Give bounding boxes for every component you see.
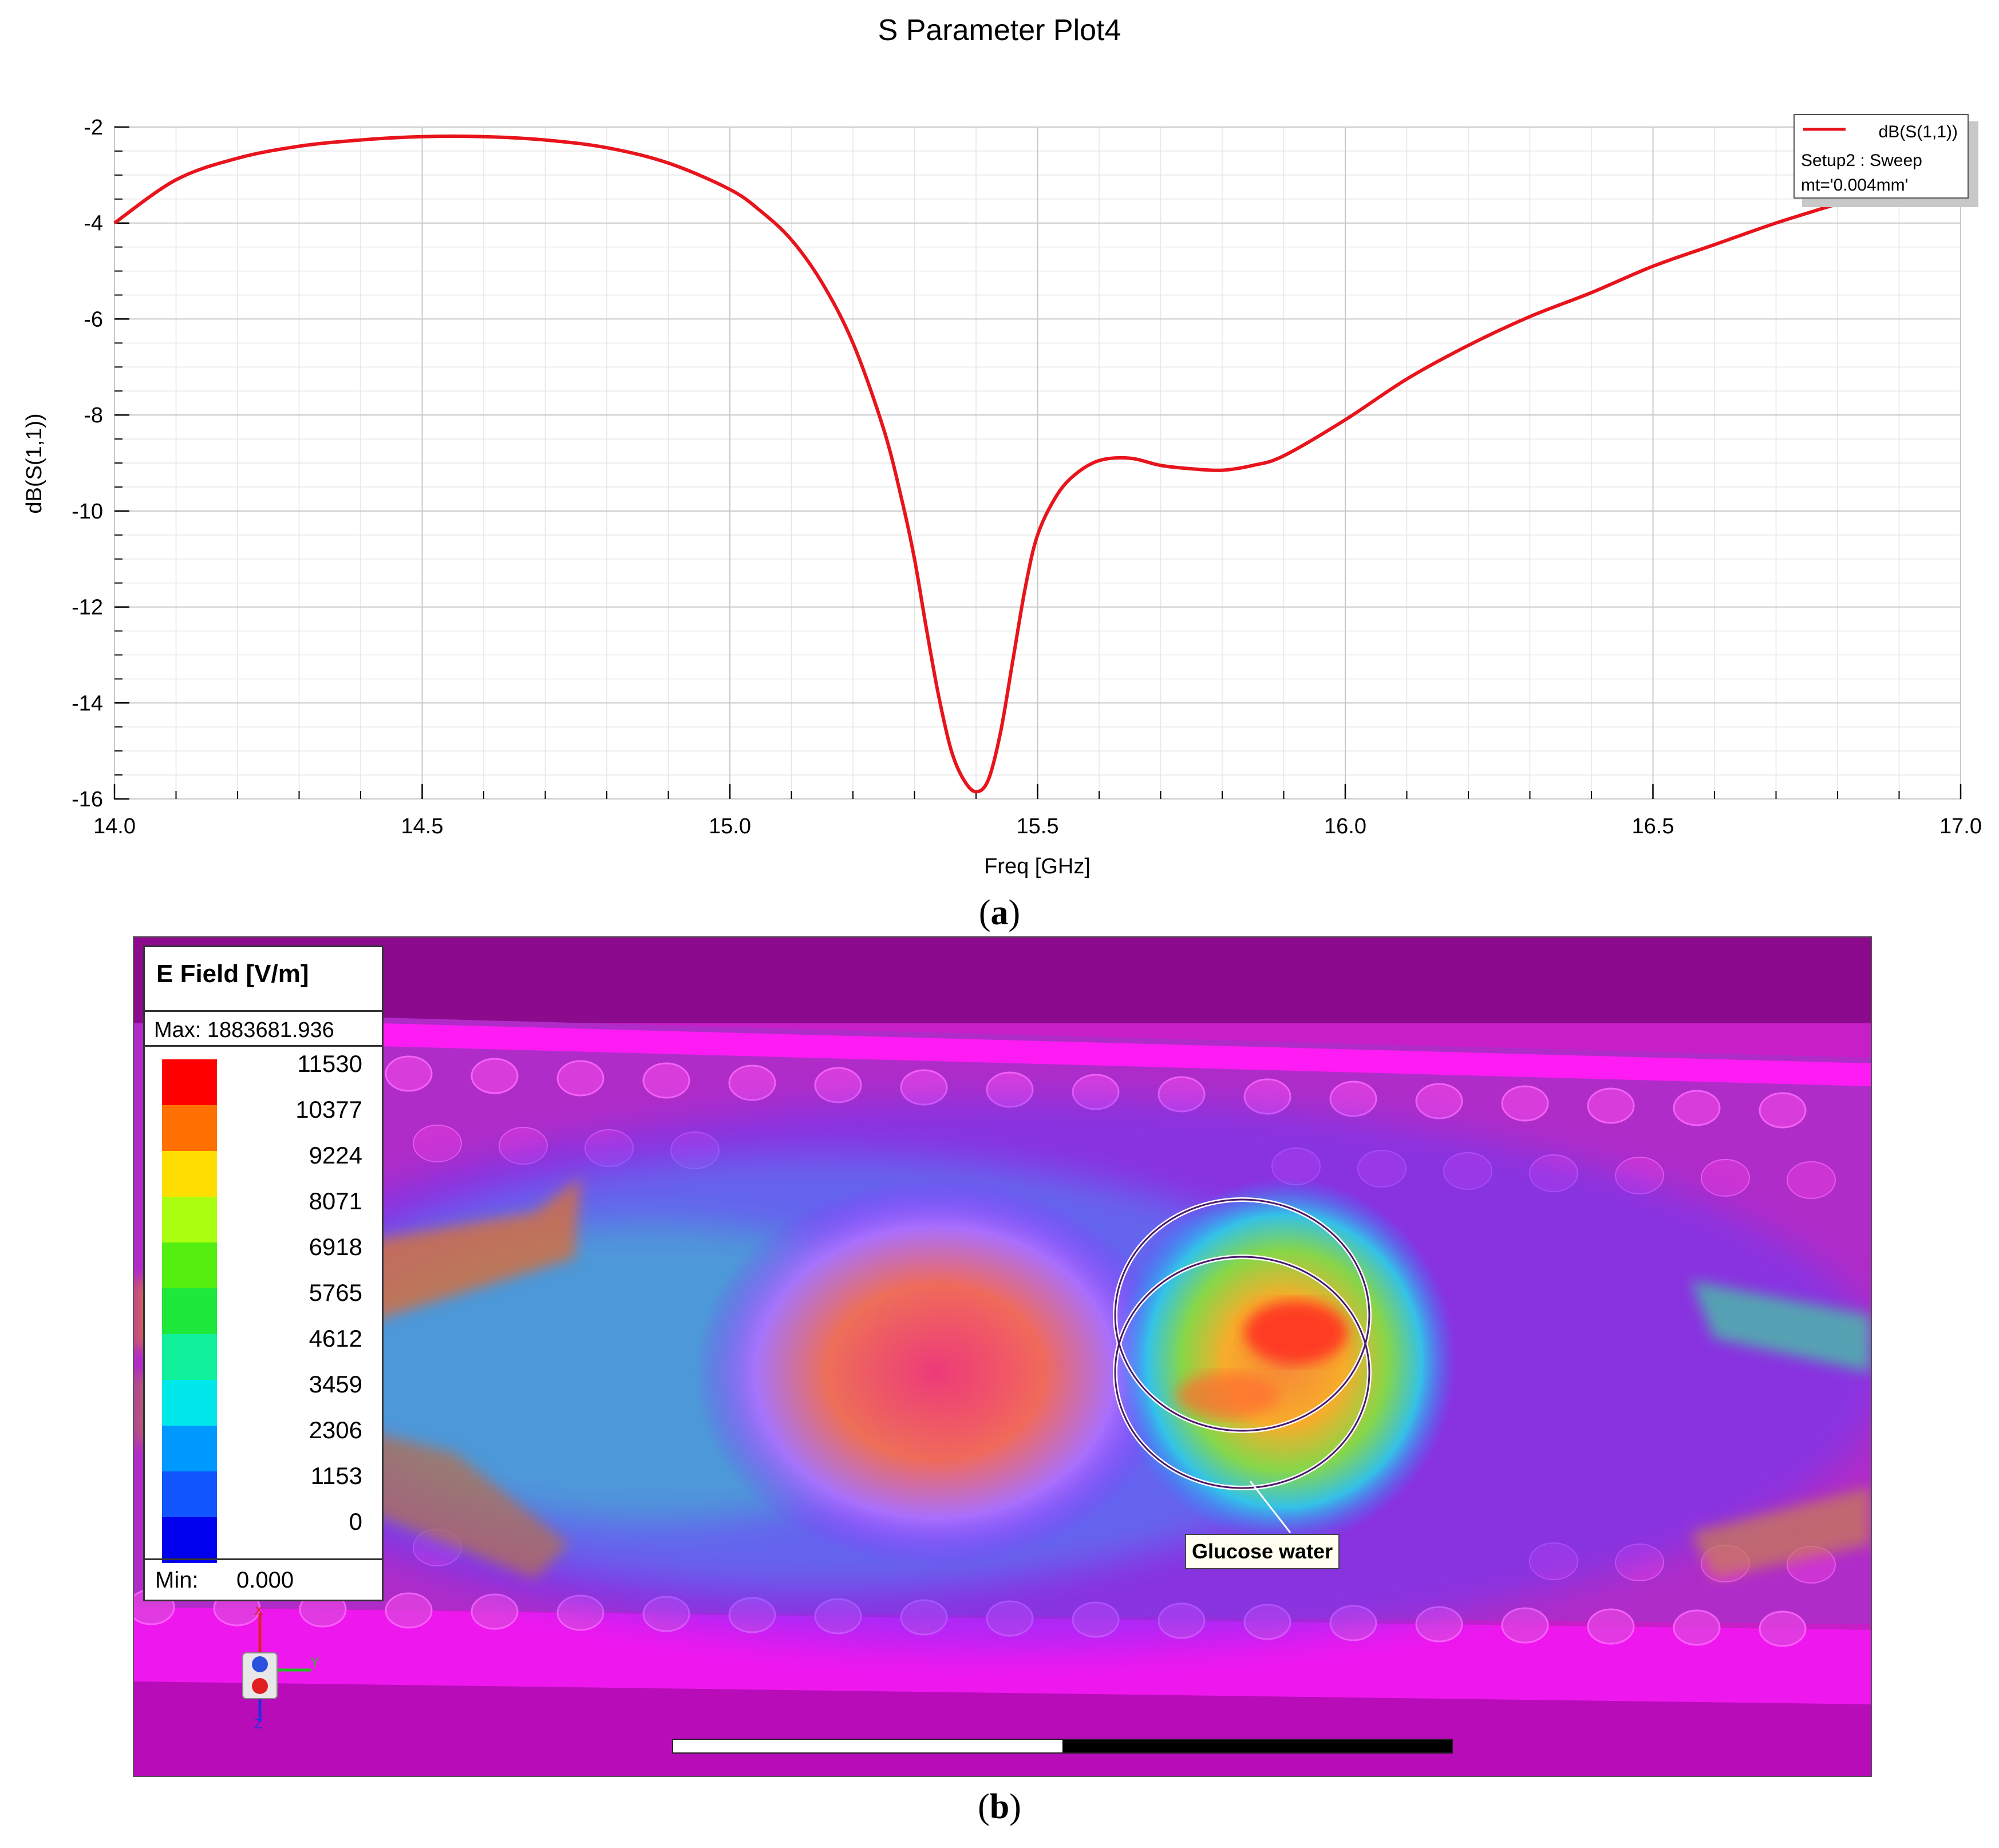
e-field-plot: E Field [V/m] Max: 1883681.936 11530 1037… <box>133 936 1872 1777</box>
scale-value-label: 11530 <box>297 1050 362 1077</box>
s-parameter-chart: S Parameter Plot4 -2 -4 -6 -8 -10 -12 -14 -16 1… <box>22 14 1982 879</box>
axis-z-label: Z <box>254 1716 263 1732</box>
e-field-render <box>134 937 1871 1776</box>
scale-bar <box>672 1739 1453 1754</box>
legend-setup: Setup2 : Sweep <box>1801 151 1922 170</box>
x-tick-label: 17.0 <box>1939 814 1982 838</box>
field-distribution <box>134 1098 1871 1647</box>
x-tick-label: 15.0 <box>709 814 751 838</box>
y-tick-label: -16 <box>72 788 103 812</box>
field-legend: E Field [V/m] Max: 1883681.936 11530 1037… <box>143 945 384 1601</box>
scale-swatch <box>162 1380 217 1426</box>
series-line-s11 <box>113 134 1838 794</box>
x-tick-label: 15.5 <box>1017 814 1059 838</box>
sample-rings <box>1113 1197 1372 1490</box>
x-tick-label: 14.5 <box>401 814 444 838</box>
y-tick-label: -4 <box>84 212 103 236</box>
legend-title: E Field [V/m] <box>156 960 309 988</box>
scale-value-label: 6918 <box>309 1233 362 1260</box>
y-tick-label: -12 <box>72 596 103 620</box>
x-axis-label: Freq [GHz] <box>984 854 1091 879</box>
legend-min: Min: 0.000 <box>145 1558 382 1600</box>
scale-swatch <box>162 1197 217 1242</box>
y-tick-label: -2 <box>84 116 103 140</box>
y-tick-label: -10 <box>72 500 103 524</box>
scale-value-label: 3459 <box>309 1371 362 1398</box>
y-tick-label: -14 <box>72 691 103 715</box>
axis-y-label: Y <box>310 1655 319 1670</box>
scale-value-label: 4612 <box>309 1325 362 1352</box>
x-tick-label: 14.0 <box>93 814 136 838</box>
scale-swatch <box>162 1471 217 1517</box>
scale-swatch <box>162 1242 217 1288</box>
x-tick-label: 16.5 <box>1632 814 1674 838</box>
legend-min-value: 0.000 <box>236 1568 294 1593</box>
scale-swatch <box>162 1105 217 1151</box>
scale-value-label: 2306 <box>309 1416 362 1443</box>
triad-cube <box>242 1652 278 1699</box>
scale-swatch <box>162 1517 217 1563</box>
tick-marks <box>113 126 1962 800</box>
legend-max: Max: 1883681.936 <box>145 1010 382 1047</box>
legend-entry: dB(S(1,1)) <box>1879 122 1958 141</box>
axis-triad: X Y Z <box>242 1607 319 1732</box>
chart-title: S Parameter Plot4 <box>878 14 1121 47</box>
y-tick-label: -6 <box>84 307 103 331</box>
legend-parameter: mt='0.004mm' <box>1801 176 1908 195</box>
scale-swatch <box>162 1426 217 1471</box>
scale-swatch <box>162 1334 217 1380</box>
axis-x-label: X <box>254 1607 263 1619</box>
panel-b-label: (b) <box>978 1787 1021 1826</box>
scale-swatch <box>162 1288 217 1334</box>
y-axis-label: dB(S(1,1)) <box>22 413 46 513</box>
annotation-leader <box>1249 1481 1291 1533</box>
scale-swatch <box>162 1151 217 1197</box>
scale-value-label: 5765 <box>309 1279 362 1306</box>
scale-value-label: 1153 <box>310 1462 362 1489</box>
x-tick-label: 16.0 <box>1324 814 1366 838</box>
scale-value-label: 10377 <box>295 1096 362 1123</box>
x-tick-labels: 14.0 14.5 15.0 15.5 16.0 16.5 17.0 <box>93 814 1982 838</box>
scale-value-label: 9224 <box>309 1142 362 1169</box>
chart-legend: dB(S(1,1)) Setup2 : Sweep mt='0.004mm' <box>1793 114 1978 207</box>
scale-value-label: 8071 <box>309 1188 362 1214</box>
y-tick-label: -8 <box>84 403 103 428</box>
y-tick-labels: -2 -4 -6 -8 -10 -12 -14 -16 <box>72 116 103 812</box>
legend-min-label: Min: <box>155 1568 199 1593</box>
panel-a-label: (a) <box>978 893 1021 932</box>
scale-value-label: 0 <box>349 1508 362 1535</box>
scale-swatch <box>162 1059 217 1105</box>
glucose-water-annotation: Glucose water <box>1185 1534 1340 1569</box>
